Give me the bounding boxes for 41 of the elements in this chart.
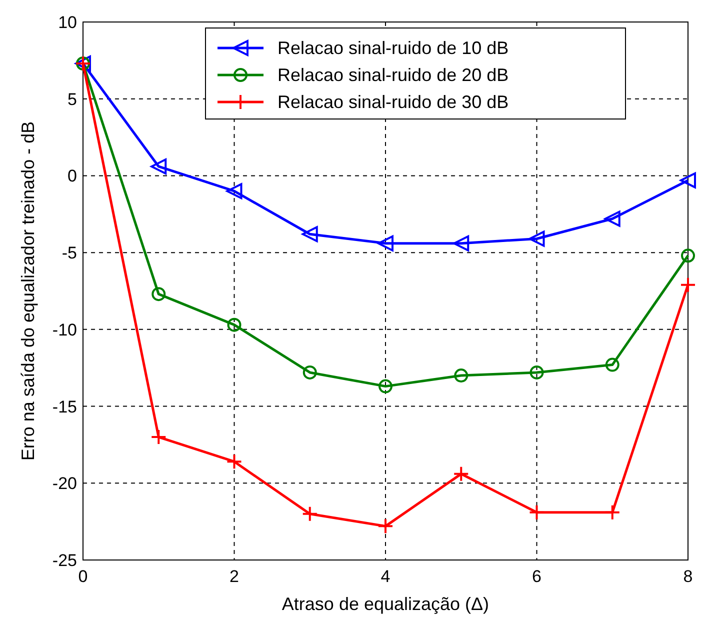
y-axis-title: Erro na saída do equalizador treinado - dB <box>18 121 38 461</box>
point <box>378 518 394 534</box>
x-tick-label: 2 <box>230 567 239 586</box>
point <box>604 210 620 227</box>
point <box>302 365 317 380</box>
x-axis-title: Atraso de equalização (Δ) <box>282 594 490 614</box>
y-tick-label: -5 <box>62 244 77 263</box>
y-tick-label: -25 <box>52 551 77 570</box>
x-tick-label: 4 <box>380 567 390 586</box>
point <box>378 235 394 252</box>
legend-label: Relacao sinal-ruido de 10 dB <box>278 38 509 58</box>
y-tick-label: 0 <box>68 166 77 186</box>
y-tick-label: -15 <box>52 397 77 416</box>
point <box>604 504 620 520</box>
point <box>302 226 318 242</box>
point <box>378 379 392 394</box>
y-tick-label: 10 <box>58 13 77 32</box>
point <box>454 368 468 383</box>
y-tick-label: -10 <box>52 320 77 340</box>
point <box>453 235 470 252</box>
point <box>605 358 620 372</box>
y-tick-label: -20 <box>52 474 77 494</box>
x-tick-label: 6 <box>532 567 542 586</box>
point <box>152 287 166 302</box>
point <box>150 429 167 446</box>
point <box>528 504 545 520</box>
legend-label: Relacao sinal-ruido de 20 dB <box>278 65 509 85</box>
point <box>453 466 470 482</box>
point <box>680 276 696 293</box>
point <box>227 318 242 332</box>
point <box>302 506 318 522</box>
point <box>226 183 242 200</box>
point <box>530 365 544 380</box>
point <box>150 158 167 174</box>
point <box>681 248 695 263</box>
legend-label: Relacao sinal-ruido de 30 dB <box>278 92 509 112</box>
x-tick-label: 8 <box>683 567 693 586</box>
point <box>680 172 696 188</box>
point <box>226 454 242 470</box>
point <box>528 230 545 247</box>
y-tick-label: 5 <box>68 90 77 109</box>
